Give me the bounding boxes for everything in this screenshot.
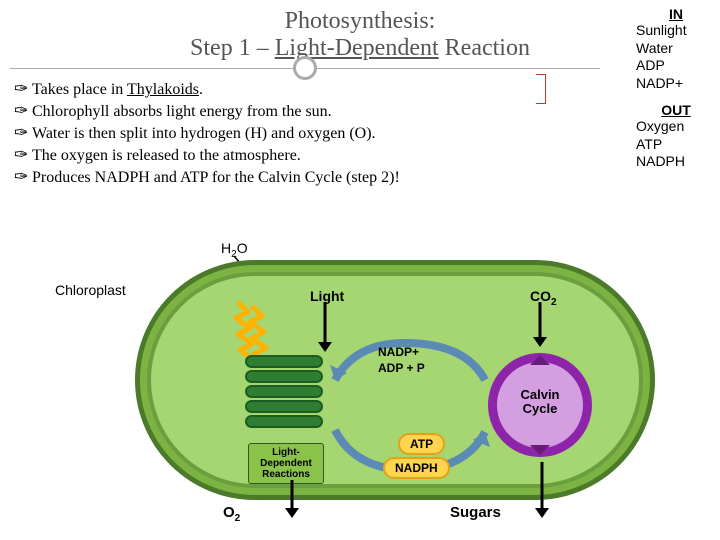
bullet-item: ✑Water is then split into hydrogen (H) a… (14, 123, 600, 143)
calvin-text: Calvin Cycle (485, 388, 595, 417)
in-header: IN (636, 6, 716, 22)
sugars-arrow-icon (530, 460, 560, 520)
chloroplast-body: Light CO2 Light- Dependent Reactions (135, 260, 655, 500)
io-box: IN Sunlight Water ADP NADP+ OUT Oxygen A… (636, 6, 716, 171)
in-item: Sunlight (636, 22, 716, 40)
title-post: Reaction (439, 35, 530, 61)
thylakoid-icon (245, 415, 323, 428)
o2-label: O2 (223, 504, 240, 524)
title-block: Photosynthesis: Step 1 – Light-Dependent… (0, 0, 720, 62)
in-item: NADP+ (636, 75, 716, 93)
title-line1: Photosynthesis: (0, 8, 720, 35)
in-item: Water (636, 40, 716, 58)
sugars-label: Sugars (450, 504, 501, 521)
divider-circle-icon (293, 56, 317, 80)
thylakoid-icon (245, 400, 323, 413)
bullet-icon: ✑ (14, 145, 32, 165)
bullet-item: ✑Chlorophyll absorbs light energy from t… (14, 101, 600, 121)
out-item: NADPH (636, 153, 716, 171)
nadp-label: NADP+ (378, 345, 419, 359)
bullet-list: ✑Takes place in Thylakoids. ✑Chlorophyll… (0, 79, 720, 187)
thylakoid-icon (245, 385, 323, 398)
bullet-icon: ✑ (14, 167, 32, 187)
thylakoid-icon (245, 370, 323, 383)
thylakoid-icon (245, 355, 323, 368)
nadph-pill: NADPH (383, 457, 450, 479)
title-divider (10, 68, 600, 69)
adp-label: ADP + P (378, 361, 425, 375)
out-item: Oxygen (636, 118, 716, 136)
bullet-item: ✑Produces NADPH and ATP for the Calvin C… (14, 167, 600, 187)
bullet-item: ✑The oxygen is released to the atmospher… (14, 145, 600, 165)
chloroplast-diagram: Chloroplast H2O Light CO2 Light- (55, 240, 665, 530)
thylakoid-stack (245, 355, 325, 445)
o2-arrow-icon (280, 478, 310, 520)
chloroplast-label: Chloroplast (55, 282, 126, 298)
out-header: OUT (636, 102, 716, 118)
in-item: ADP (636, 57, 716, 75)
bullet-icon: ✑ (14, 101, 32, 121)
out-item: ATP (636, 136, 716, 154)
title-line2: Step 1 – Light-Dependent Reaction (0, 35, 720, 62)
calvin-cycle: Calvin Cycle (485, 350, 595, 460)
slide: { "title": { "line1": "Photosynthesis:",… (0, 0, 720, 540)
bracket-icon (536, 74, 546, 104)
bullet-item: ✑Takes place in Thylakoids. (14, 79, 600, 99)
atp-pill: ATP (398, 433, 445, 455)
bullet-icon: ✑ (14, 79, 32, 99)
title-pre: Step 1 – (190, 35, 275, 61)
co2-down-arrow-icon (530, 300, 560, 350)
bullet-icon: ✑ (14, 123, 32, 143)
